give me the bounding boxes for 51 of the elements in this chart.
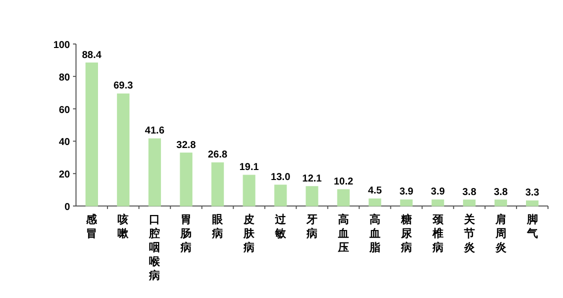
x-tick-label: 皮肤病 [242,213,256,254]
x-tick-label: 过敏 [274,213,288,240]
x-tick-label: 颈椎病 [431,214,444,254]
bar [526,200,539,206]
bar [432,199,444,206]
x-tick-label: 糖尿病 [400,213,413,254]
x-tick-label: 感冒 [85,213,98,240]
data-label: 19.1 [239,162,260,174]
y-tick-label: 0 [64,202,70,213]
y-tick-label: 40 [58,137,70,148]
x-tick-label: 胃肠病 [180,214,192,254]
bar [85,62,98,206]
data-label: 3.8 [494,186,508,198]
bar [211,162,224,206]
bar [463,200,476,206]
x-tick-label: 关节炎 [462,213,476,254]
data-label: 10.2 [334,176,354,188]
y-tick-label: 80 [58,72,70,84]
data-label: 3.9 [430,186,446,198]
bar [337,189,350,206]
data-label: 41.6 [144,126,165,137]
data-label: 69.3 [113,80,134,92]
x-tick-label: 牙病 [306,214,318,240]
x-tick-label: 脚气 [526,213,538,240]
bar [306,186,318,206]
bar [180,152,192,206]
bar [148,138,161,206]
bar [400,199,413,206]
x-tick-label: 高血压 [336,213,349,254]
bar [116,93,130,206]
y-tick-label: 100 [53,40,70,51]
data-label: 3.9 [399,186,414,198]
data-label: 12.1 [302,173,322,184]
x-tick-label: 眼病 [211,214,224,240]
data-label: 32.8 [176,140,196,151]
bar [494,200,508,206]
data-label: 3.3 [525,188,540,199]
bar [274,184,287,206]
x-tick-label: 肩周炎 [494,213,508,254]
y-tick-label: 60 [58,104,70,116]
data-label: 13.0 [270,172,291,183]
y-tick-label: 20 [58,170,70,181]
x-tick-label: 口腔咽喉病 [148,214,162,282]
x-tick-label: 咳嗽 [118,213,130,240]
data-label: 3.8 [462,186,477,198]
x-tick-label: 高血脂 [368,213,380,254]
bar [242,174,256,206]
bar [368,198,382,206]
data-label: 88.4 [82,50,102,61]
data-label: 4.5 [368,186,382,197]
data-label: 26.8 [208,150,228,161]
